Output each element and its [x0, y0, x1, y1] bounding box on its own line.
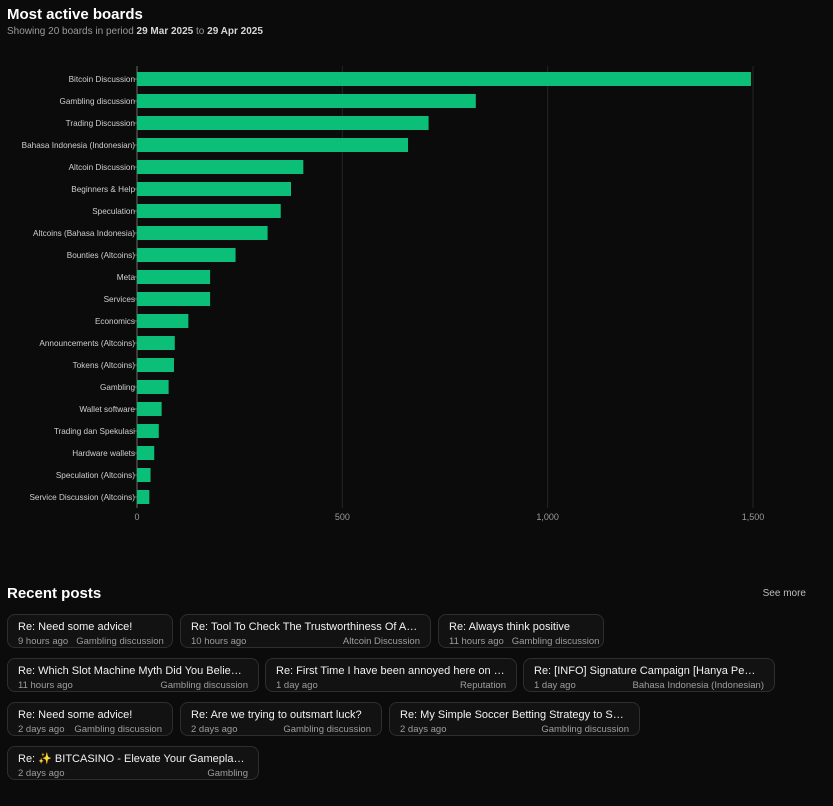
post-title: Re: Are we trying to outsmart luck?: [191, 709, 362, 721]
see-more-link[interactable]: See more: [762, 588, 806, 599]
period-end: 29 Apr 2025: [207, 26, 263, 37]
chart-title: Most active boards: [7, 6, 143, 23]
bar: [137, 204, 281, 218]
post-board: Gambling discussion: [76, 636, 164, 647]
bar: [137, 402, 162, 416]
post-title: Re: [INFO] Signature Campaign [Hanya Pe…: [534, 665, 756, 677]
subtitle-prefix: Showing 20 boards in period: [7, 26, 137, 37]
y-tick-label: Meta: [117, 273, 136, 282]
post-board: Gambling discussion: [511, 636, 600, 647]
post-title: Re: Always think positive: [449, 621, 571, 633]
period-start: 29 Mar 2025: [136, 26, 194, 37]
post-board: Gambling discussion: [74, 724, 162, 735]
post-board: Gambling discussion: [541, 724, 629, 735]
post-card[interactable]: Re: Need some advice! 9 hours ago Gamblin…: [7, 614, 173, 648]
boards-bar-chart: 0 500 1,000 1,500 Bitcoin Discussion Gambling…: [22, 66, 765, 522]
post-board: Bahasa Indonesia (Indonesian): [632, 680, 764, 691]
post-time: 2 days ago: [191, 724, 238, 735]
y-tick-label: Trading Discussion: [66, 119, 136, 128]
bar: [137, 116, 429, 130]
bar: [137, 358, 174, 372]
y-tick-label: Bounties (Altcoins): [67, 251, 136, 260]
subtitle-mid: to: [193, 26, 208, 37]
bar: [137, 226, 268, 240]
x-tick-label: 500: [335, 512, 350, 522]
y-tick-label: Announcements (Altcoins): [39, 339, 135, 348]
post-title: Re: My Simple Soccer Betting Strategy to…: [400, 709, 624, 721]
bar: [137, 314, 189, 328]
bar: [137, 94, 476, 108]
bar: [137, 160, 304, 174]
post-card[interactable]: Re: Tool To Check The Trustworthiness Of…: [180, 614, 431, 648]
recent-posts-title: Recent posts: [7, 585, 102, 602]
y-tick-label: Altcoin Discussion: [69, 163, 136, 172]
y-tick-label: Speculation (Altcoins): [56, 471, 135, 480]
post-time: 1 day ago: [534, 680, 576, 691]
y-tick-label: Service Discussion (Altcoins): [29, 493, 135, 502]
bar: [137, 248, 236, 262]
y-tick-label: Tokens (Altcoins): [73, 361, 136, 370]
bar: [137, 292, 211, 306]
y-tick-label: Bahasa Indonesia (Indonesian): [22, 141, 136, 150]
bar: [137, 424, 159, 438]
y-tick-label: Wallet software: [79, 405, 135, 414]
x-tick-label: 1,500: [742, 512, 765, 522]
post-board: Gambling: [207, 768, 248, 779]
post-title: Re: ✨ BITCASINO - Elevate Your Gameplay…: [18, 753, 248, 765]
bar: [137, 270, 211, 284]
y-tick-label: Trading dan Spekulasi: [54, 427, 135, 436]
bar: [137, 72, 751, 86]
bar: [137, 138, 409, 152]
post-card[interactable]: Re: My Simple Soccer Betting Strategy to…: [389, 702, 640, 736]
x-tick-label: 0: [134, 512, 139, 522]
bar: [137, 380, 169, 394]
y-tick-label: Speculation: [92, 207, 135, 216]
y-tick-label: Gambling: [100, 383, 135, 392]
post-time: 10 hours ago: [191, 636, 247, 647]
post-time: 9 hours ago: [18, 636, 69, 647]
post-time: 1 day ago: [276, 680, 318, 691]
post-card[interactable]: Re: Always think positive 11 hours ago Ga…: [438, 614, 604, 648]
post-time: 11 hours ago: [18, 680, 73, 691]
bar: [137, 468, 151, 482]
post-title: Re: First Time I have been annoyed here …: [276, 665, 505, 677]
post-board: Reputation: [460, 680, 506, 691]
post-time: 2 days ago: [400, 724, 447, 735]
x-tick-label: 1,000: [536, 512, 559, 522]
post-board: Gambling discussion: [160, 680, 248, 691]
y-tick-label: Hardware wallets: [72, 449, 135, 458]
post-title: Re: Tool To Check The Trustworthiness Of…: [191, 621, 418, 633]
post-card[interactable]: Re: Are we trying to outsmart luck? 2 da…: [180, 702, 382, 736]
post-title: Re: Need some advice!: [18, 621, 133, 633]
post-time: 11 hours ago: [449, 636, 504, 647]
bar: [137, 336, 175, 350]
post-title: Re: Need some advice!: [18, 709, 133, 721]
post-board: Gambling discussion: [283, 724, 371, 735]
post-title: Re: Which Slot Machine Myth Did You Beli…: [18, 665, 242, 677]
post-card[interactable]: Re: Which Slot Machine Myth Did You Beli…: [7, 658, 259, 692]
post-card[interactable]: Re: First Time I have been annoyed here …: [265, 658, 517, 692]
bar: [137, 182, 291, 196]
y-tick-label: Services: [104, 295, 135, 304]
post-card[interactable]: Re: ✨ BITCASINO - Elevate Your Gameplay……: [7, 746, 259, 780]
chart-subtitle: Showing 20 boards in period 29 Mar 2025 …: [7, 26, 263, 37]
post-time: 2 days ago: [18, 768, 65, 779]
post-card[interactable]: Re: Need some advice! 2 days ago Gambling…: [7, 702, 173, 736]
post-board: Altcoin Discussion: [342, 636, 420, 647]
y-tick-label: Bitcoin Discussion: [69, 75, 136, 84]
y-tick-label: Beginners & Help: [71, 185, 135, 194]
y-tick-label: Economics: [95, 317, 135, 326]
y-tick-label: Altcoins (Bahasa Indonesia): [33, 229, 135, 238]
bar: [137, 490, 150, 504]
bar: [137, 446, 155, 460]
post-card[interactable]: Re: [INFO] Signature Campaign [Hanya Pe……: [523, 658, 775, 692]
post-time: 2 days ago: [18, 724, 65, 735]
y-tick-label: Gambling discussion: [59, 97, 135, 106]
